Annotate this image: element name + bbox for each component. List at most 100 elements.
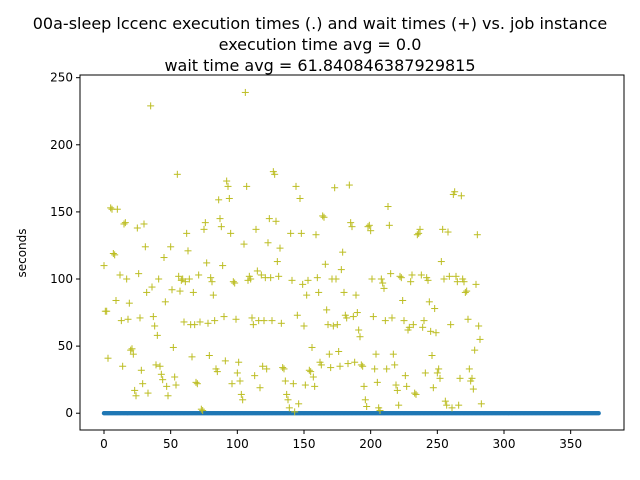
wait-point	[157, 370, 165, 378]
wait-point	[169, 343, 177, 351]
wait-point	[335, 347, 343, 355]
wait-point	[391, 361, 399, 369]
wait-point	[113, 205, 121, 213]
wait-point	[333, 321, 341, 329]
wait-point	[384, 203, 392, 211]
wait-point	[287, 229, 295, 237]
wait-point	[267, 274, 275, 282]
wait-point	[171, 373, 179, 381]
wait-point	[473, 231, 481, 239]
wait-point	[297, 229, 305, 237]
wait-point	[348, 223, 356, 231]
wait-point	[136, 314, 144, 322]
y-tick-label: 100	[50, 272, 73, 286]
wait-point	[248, 314, 256, 322]
wait-point	[371, 365, 379, 373]
wait-point	[295, 400, 303, 408]
wait-point	[281, 377, 289, 385]
y-tick-label: 50	[58, 339, 73, 353]
wait-point	[439, 225, 447, 233]
wait-point	[433, 369, 441, 377]
wait-point	[215, 196, 223, 204]
wait-point	[251, 372, 259, 380]
wait-point	[155, 275, 163, 283]
wait-point	[355, 326, 363, 334]
wait-point	[347, 219, 355, 227]
wait-point	[117, 317, 125, 325]
wait-point	[472, 280, 480, 288]
wait-point	[360, 382, 368, 390]
wait-point	[291, 408, 299, 416]
wait-point	[457, 192, 465, 200]
wait-point	[331, 184, 339, 192]
wait-point	[167, 243, 175, 251]
wait-point	[443, 401, 451, 409]
wait-point	[184, 247, 192, 255]
wait-point	[131, 386, 139, 394]
wait-point	[227, 229, 235, 237]
x-tick-label: 300	[493, 437, 516, 451]
wait-point	[207, 274, 215, 282]
wait-point	[332, 275, 340, 283]
wait-point	[180, 318, 188, 326]
wait-point	[181, 278, 189, 286]
wait-point	[393, 386, 401, 394]
wait-point	[241, 88, 249, 96]
x-tick-label: 200	[359, 437, 382, 451]
plot-area-frame	[79, 74, 625, 431]
wait-point	[400, 317, 408, 325]
wait-point	[172, 381, 180, 389]
wait-point	[445, 272, 453, 280]
wait-point	[203, 259, 211, 267]
wait-point	[340, 288, 348, 296]
wait-point	[289, 380, 297, 388]
wait-point	[243, 182, 251, 190]
wait-point	[112, 296, 120, 304]
wait-point	[116, 271, 124, 279]
wait-point	[389, 350, 397, 358]
wait-point	[339, 248, 347, 256]
wait-point	[229, 278, 237, 286]
wait-point	[409, 321, 417, 329]
chart-title-line-2: execution time avg = 0.0	[218, 35, 422, 54]
wait-point	[392, 381, 400, 389]
wait-point	[395, 401, 403, 409]
wait-point	[349, 313, 357, 321]
wait-point	[249, 321, 257, 329]
wait-point	[428, 352, 436, 360]
wait-point	[135, 270, 143, 278]
wait-point	[412, 390, 420, 398]
wait-point	[435, 365, 443, 373]
wait-point	[441, 397, 449, 405]
wait-point	[320, 213, 328, 221]
wait-point	[285, 404, 293, 412]
wait-point	[356, 333, 364, 341]
wait-point	[312, 231, 320, 239]
wait-point	[425, 298, 433, 306]
wait-point	[159, 376, 167, 384]
y-tick-label: 200	[50, 138, 73, 152]
chart-title-line-1: 00a-sleep lccenc execution times (.) and…	[32, 14, 608, 33]
wait-point	[452, 272, 460, 280]
wait-point	[217, 223, 225, 231]
wait-point	[104, 354, 112, 362]
x-tick-label: 0	[100, 437, 108, 451]
wait-point	[292, 182, 300, 190]
wait-point	[124, 315, 132, 323]
wait-point	[324, 321, 332, 329]
wait-point	[413, 231, 421, 239]
wait-point	[173, 170, 181, 178]
wait-point	[475, 322, 483, 330]
wait-point	[199, 407, 207, 415]
wait-point	[148, 283, 156, 291]
wait-point	[305, 366, 313, 374]
wait-point	[205, 352, 213, 360]
wait-point	[364, 223, 372, 231]
wait-point	[432, 329, 440, 337]
wait-point	[273, 258, 281, 266]
wait-point	[327, 364, 335, 372]
wait-point	[451, 188, 459, 196]
wait-point	[381, 317, 389, 325]
wait-point	[376, 407, 384, 415]
